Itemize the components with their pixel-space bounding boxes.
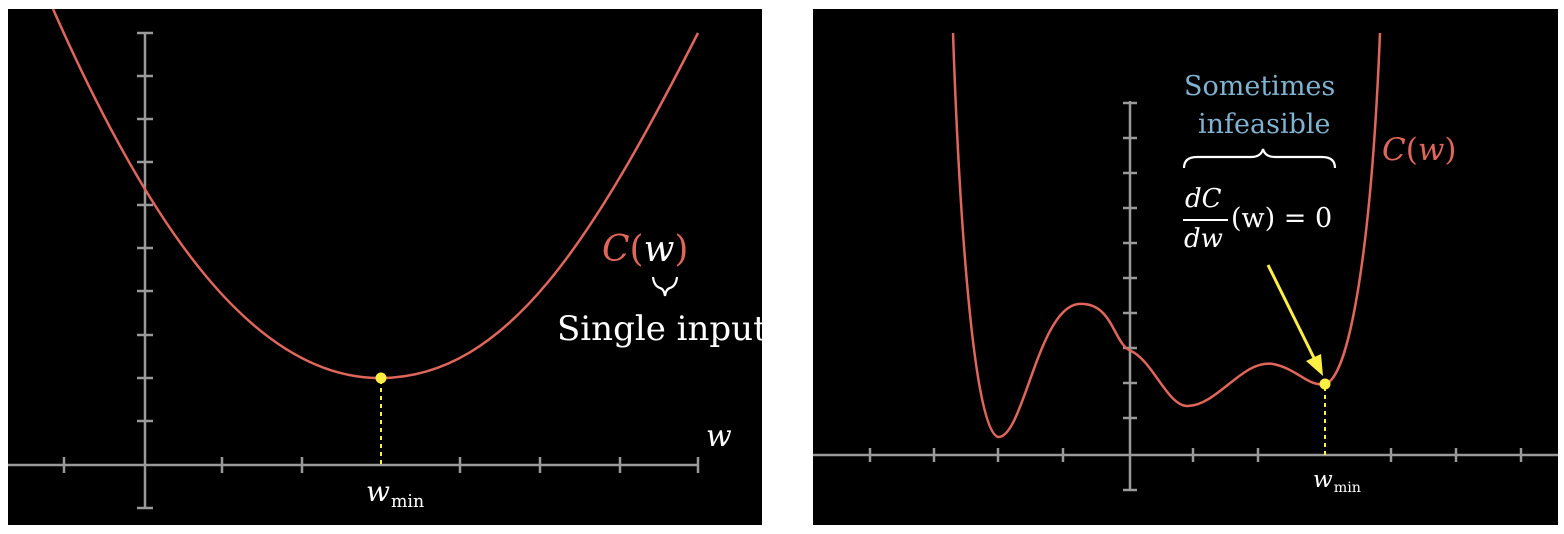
left-graph-panel: w C(w) Single input wmin	[8, 9, 762, 525]
right-min-var: w	[1313, 467, 1333, 493]
right-min-point	[1319, 378, 1331, 390]
left-min-point	[375, 372, 387, 384]
right-function-arg: w	[1417, 132, 1445, 168]
right-note-line2: infeasible	[1198, 109, 1331, 140]
right-y-axis	[1123, 101, 1137, 492]
right-arrow-head	[1306, 354, 1323, 376]
right-cost-curve	[951, 32, 1382, 439]
left-underbrace	[651, 276, 679, 297]
right-note-line1: Sometimes	[1184, 71, 1336, 102]
right-graph-svg	[813, 32, 1558, 492]
left-function-name: C	[602, 229, 630, 270]
right-min-sub: min	[1333, 479, 1361, 496]
right-deriv-rhs: (w) = 0	[1231, 203, 1333, 234]
right-close-paren: )	[1444, 132, 1457, 168]
right-open-paren: (	[1405, 132, 1418, 168]
right-arrow-shaft	[1266, 264, 1317, 361]
left-axis-label: w	[706, 419, 732, 454]
right-min-label: wmin	[1313, 467, 1361, 496]
left-min-label: wmin	[366, 475, 424, 512]
right-function-label: C(w)	[1382, 132, 1457, 168]
left-min-sub: min	[390, 492, 425, 513]
left-function-label: C(w)	[602, 229, 688, 270]
left-open-paren: (	[629, 229, 644, 270]
left-brace-caption: Single input	[557, 309, 762, 349]
right-deriv-numerator: dC	[1185, 184, 1222, 214]
left-close-paren: )	[674, 229, 689, 270]
right-deriv-denominator: dw	[1184, 224, 1223, 254]
right-overbrace	[1182, 148, 1337, 169]
left-x-axis	[8, 457, 700, 473]
left-min-var: w	[366, 475, 390, 508]
left-y-axis	[137, 31, 153, 510]
right-x-axis	[813, 448, 1558, 462]
right-graph-panel: Sometimes infeasible C(w) dC dw (w) = 0 …	[813, 9, 1558, 525]
left-graph-svg	[8, 9, 700, 510]
right-function-name: C	[1382, 132, 1406, 168]
left-function-arg: w	[643, 229, 675, 270]
